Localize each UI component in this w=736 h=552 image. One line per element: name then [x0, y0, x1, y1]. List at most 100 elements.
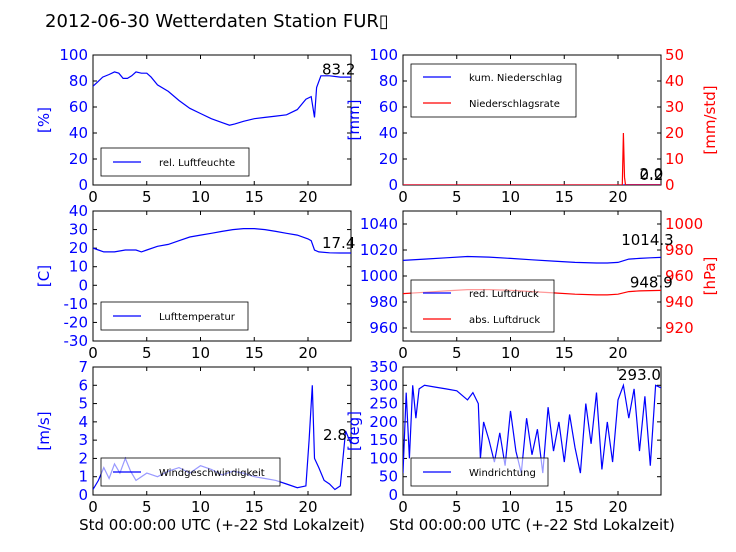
value-annotation: 83.2 — [322, 61, 355, 79]
y-tick-label: -10 — [64, 295, 89, 313]
y-tick-label: 6 — [78, 376, 88, 394]
legend-entry: Windgeschwindigkeit — [159, 468, 265, 479]
y2-tick-label: 940 — [665, 293, 694, 311]
x-tick-label: 20 — [608, 344, 627, 362]
y-tick-label: 250 — [369, 395, 398, 413]
panel-humidity: 0 5 10 15 20 0 20 40 60 80 100 [%] 83.2 rel. Luftfeuc… — [35, 46, 355, 206]
x-tick-label: 0 — [88, 188, 98, 206]
y-tick-label: 960 — [369, 319, 398, 337]
legend-box — [100, 301, 249, 331]
svg-text:2012-06-30 Wetterdaten Station: 2012-06-30 Wetterdaten Station FUR▯ — [45, 11, 389, 32]
y-tick-label: 60 — [379, 98, 398, 116]
value-annotation: 17.4 — [322, 234, 355, 252]
x-tick-label: 10 — [501, 188, 520, 206]
y-tick-label: 20 — [69, 150, 88, 168]
y-tick-label: 980 — [369, 293, 398, 311]
y-tick-label: 20 — [379, 150, 398, 168]
legend-entry: Windrichtung — [469, 468, 536, 479]
y-tick-label: 60 — [69, 98, 88, 116]
value-annotation: 2.8 — [323, 426, 347, 444]
y2-tick-label: 1000 — [665, 215, 703, 233]
x-tick-label: 20 — [298, 498, 317, 516]
y2-tick-label: 980 — [665, 241, 694, 259]
x-tick-label: 5 — [142, 188, 152, 206]
y-tick-label: 0 — [388, 176, 398, 194]
y-tick-label: 40 — [69, 202, 88, 220]
y-tick-label: 5 — [78, 395, 88, 413]
y2-tick-label: 30 — [665, 98, 684, 116]
legend-entry: red. Luftdruck — [469, 289, 539, 300]
legend-entry: kum. Niederschlag — [469, 73, 562, 84]
y-tick-label: 0 — [78, 176, 88, 194]
legend-box — [410, 63, 577, 118]
figure-title: 2012-06-30 Wetterdaten Station FUR — [45, 11, 379, 32]
y-tick-label: 10 — [69, 258, 88, 276]
y2-axis-label: [mm/std] — [701, 85, 719, 154]
x-tick-label: 15 — [245, 344, 264, 362]
y-tick-label: 3 — [78, 431, 88, 449]
panel-precip: 0 5 10 15 20 0 20 40 60 80 100 0 10 20 30 40 50 [mm] [mm/s… — [345, 46, 719, 206]
panel-temperature: 0 5 10 15 20-30-20-10010203040[C]17.4Lufttem… — [35, 202, 355, 362]
legend-entry: Niederschlagsrate — [469, 99, 560, 110]
x-tick-label: 5 — [142, 344, 152, 362]
y2-tick-label: 20 — [665, 124, 684, 142]
y-tick-label: 100 — [369, 46, 398, 64]
y-tick-label: 20 — [69, 239, 88, 257]
x-tick-label: 20 — [298, 344, 317, 362]
x-tick-label: 10 — [501, 498, 520, 516]
y-axis-label: [mm] — [345, 100, 363, 141]
y2-tick-label: 960 — [665, 267, 694, 285]
legend-entry: rel. Luftfeuchte — [159, 158, 235, 169]
y-tick-label: 150 — [369, 431, 398, 449]
y-tick-label: 300 — [369, 376, 398, 394]
series-line-red-luftdruck — [403, 255, 661, 264]
y-tick-label: 0 — [388, 486, 398, 504]
x-tick-label: 5 — [452, 188, 462, 206]
plot-frame-winddir — [402, 366, 662, 496]
y-axis-label: [deg] — [345, 411, 363, 451]
x-axis-label: Std 00:00:00 UTC (+-22 Std Lokalzeit) — [79, 516, 365, 534]
y-axis-label: [C] — [35, 265, 53, 287]
series-line-windrichtung — [403, 382, 661, 474]
x-axis-label: Std 00:00:00 UTC (+-22 Std Lokalzeit) — [389, 516, 675, 534]
legend-entry: Lufttemperatur — [159, 312, 236, 323]
title-glyph: ▯ — [379, 11, 389, 32]
value-annotation: 293.0 — [618, 366, 661, 384]
y-tick-label: 200 — [369, 413, 398, 431]
x-tick-label: 0 — [88, 344, 98, 362]
series-line-niederschlagsrate — [403, 132, 661, 185]
x-tick-label: 10 — [501, 344, 520, 362]
plot-frame-temperature — [92, 210, 352, 342]
panel-pressure: 0 5 10 15 2096098010001020104092094096098010… — [360, 210, 719, 362]
x-tick-label: 15 — [245, 498, 264, 516]
y-tick-label: 350 — [369, 358, 398, 376]
y-tick-label: 7 — [78, 358, 88, 376]
y-tick-label: 30 — [69, 221, 88, 239]
y-tick-label: 40 — [69, 124, 88, 142]
x-tick-label: 0 — [398, 498, 408, 516]
value-annotation: 0.2 — [640, 166, 664, 184]
value-annotation: 2.0 — [640, 165, 664, 183]
y-tick-label: 1 — [78, 468, 88, 486]
y2-tick-label: 0 — [665, 176, 675, 194]
y-tick-label: 4 — [78, 413, 88, 431]
y-tick-label: 1020 — [360, 241, 398, 259]
y-tick-label: 50 — [379, 468, 398, 486]
x-tick-label: 0 — [88, 498, 98, 516]
x-tick-label: 10 — [191, 188, 210, 206]
y-tick-label: 80 — [69, 72, 88, 90]
y-axis-label: [m/s] — [35, 411, 53, 450]
y-tick-label: 100 — [369, 449, 398, 467]
plot-frame-humidity — [92, 54, 352, 186]
y2-tick-label: 40 — [665, 72, 684, 90]
y-tick-label: 2 — [78, 449, 88, 467]
x-tick-label: 5 — [142, 498, 152, 516]
x-tick-label: 0 — [398, 344, 408, 362]
series-line-rel-luftfeuchte — [93, 71, 351, 126]
y-tick-label: 1000 — [360, 267, 398, 285]
x-tick-label: 15 — [245, 188, 264, 206]
y-tick-label: 100 — [59, 46, 88, 64]
